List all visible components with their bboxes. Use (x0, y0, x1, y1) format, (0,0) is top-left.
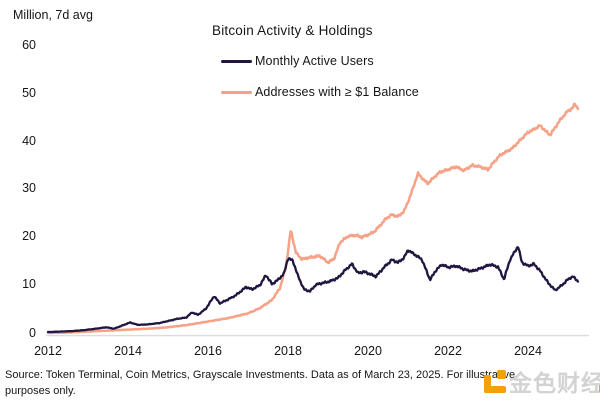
legend-item-addresses-balance: Addresses with ≥ $1 Balance (221, 84, 419, 100)
y-tick-40: 40 (22, 133, 36, 148)
series-line-addresses-balance (46, 102, 580, 335)
series-line-monthly-active-users (46, 246, 580, 334)
line-swatch-navy-icon (221, 59, 252, 63)
x-tick-2014: 2014 (114, 344, 142, 358)
legend-label: Monthly Active Users (255, 54, 374, 68)
x-tick-2016: 2016 (194, 344, 222, 358)
y-tick-60: 60 (22, 38, 36, 52)
watermark-text: 金色财经 (509, 370, 600, 396)
legend-item-monthly-active-users: Monthly Active Users (221, 53, 374, 69)
y-tick-10: 10 (22, 277, 36, 291)
jinse-finance-logo-icon (484, 370, 507, 394)
line-swatch-salmon-icon (221, 90, 252, 94)
y-axis-unit-label: Million, 7d avg (13, 8, 93, 22)
x-tick-2020: 2020 (354, 344, 382, 358)
source-attribution: Source: Token Terminal, Coin Metrics, Gr… (5, 369, 516, 397)
legend-label: Addresses with ≥ $1 Balance (255, 85, 419, 99)
logo-dot (497, 370, 506, 379)
y-tick-30: 30 (22, 181, 36, 195)
logo-bar (484, 375, 491, 393)
y-tick-50: 50 (22, 85, 36, 100)
chart-title: Bitcoin Activity & Holdings (212, 23, 373, 38)
x-tick-2022: 2022 (434, 344, 462, 358)
x-tick-2024: 2024 (514, 344, 542, 358)
y-tick-0: 0 (29, 325, 36, 340)
logo-bar (484, 386, 506, 393)
watermark: 金色财经 (484, 370, 600, 396)
x-tick-2012: 2012 (34, 344, 62, 358)
y-tick-20: 20 (22, 229, 36, 243)
x-tick-2018: 2018 (274, 344, 302, 358)
